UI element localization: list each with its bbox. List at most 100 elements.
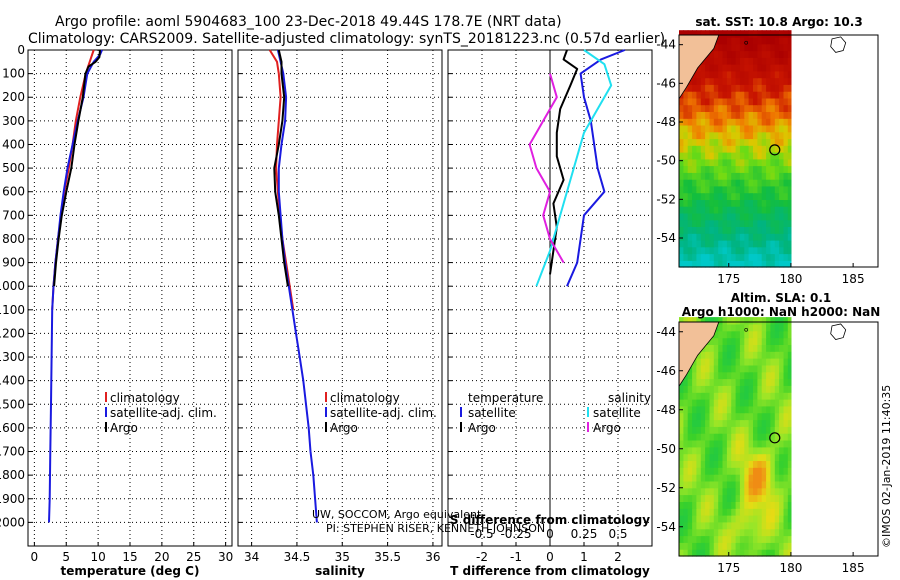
map-cell [757, 219, 763, 227]
map-cell [761, 501, 767, 509]
map-cell [753, 317, 758, 325]
map-cell [709, 474, 715, 482]
map-cell [748, 399, 754, 407]
map-cell [770, 77, 776, 85]
map-cell [774, 145, 780, 153]
map-cell [722, 405, 728, 414]
map-cell [774, 226, 780, 234]
map-cell [700, 549, 706, 557]
map-cell [766, 152, 772, 160]
map-cell [783, 206, 789, 214]
map-cell [787, 226, 792, 234]
map-cell [713, 199, 719, 207]
map-cell [770, 30, 776, 38]
map-cell [722, 433, 728, 441]
map-cell [757, 515, 763, 523]
map-cell [753, 70, 758, 79]
map-cell [692, 426, 698, 434]
map-cell [705, 152, 711, 160]
map-cell [687, 219, 693, 227]
map-cell [744, 239, 750, 248]
map-cell [770, 199, 776, 207]
map-cell [774, 185, 780, 194]
x-tick-label: 20 [154, 550, 169, 564]
map-cell [766, 549, 772, 557]
map-y-tick-label: -54 [656, 231, 676, 245]
map-cell [770, 508, 776, 516]
map-cell [683, 419, 689, 427]
map-cell [753, 84, 758, 92]
map-cell [761, 185, 767, 194]
map-cell [679, 515, 684, 523]
map-cell [722, 440, 728, 448]
map-cell [779, 124, 785, 133]
map-cell [705, 378, 711, 386]
map-cell [757, 494, 763, 502]
map-cell [753, 460, 758, 468]
map-cell [774, 330, 780, 339]
map-cell [770, 446, 776, 455]
map-cell [679, 487, 684, 496]
map-cell [753, 385, 758, 393]
map-cell [748, 165, 754, 173]
x-tick-label: 36 [425, 550, 440, 564]
map-cell [783, 239, 789, 248]
island-outline [830, 323, 847, 340]
map-cell [687, 206, 693, 214]
map-cell [744, 412, 750, 421]
map-cell [731, 549, 737, 557]
map-cell [753, 50, 758, 58]
map-cell [761, 385, 767, 393]
map-cell [718, 97, 724, 106]
map-cell [774, 77, 780, 85]
map-cell [731, 446, 737, 455]
map-cell [709, 226, 715, 234]
map-cell [709, 145, 715, 153]
map-cell [705, 199, 711, 207]
map-cell [787, 446, 792, 455]
map-cell [713, 239, 719, 248]
map-cell [748, 535, 754, 543]
map-cell [731, 111, 737, 119]
map-cell [692, 467, 698, 475]
map-cell [687, 145, 693, 153]
map-y-tick-label: -46 [656, 76, 676, 90]
map-cell [748, 57, 754, 65]
y-tick-label: 1500 [0, 397, 25, 411]
map-cell [770, 542, 776, 550]
map-cell [787, 337, 792, 345]
map-cell [696, 351, 702, 359]
map-cell [735, 480, 741, 489]
map-cell [739, 521, 745, 530]
map-cell [705, 433, 711, 441]
map-cell [761, 337, 767, 345]
map-cell [739, 501, 745, 509]
map-cell [705, 77, 711, 85]
map-cell [735, 433, 741, 441]
map-cell [709, 453, 715, 461]
map-cell [735, 158, 741, 167]
map-cell [679, 206, 684, 214]
map-cell [731, 70, 737, 79]
map-x-tick-label: 180 [779, 561, 802, 575]
map-cell [766, 508, 772, 516]
map-cell [705, 358, 711, 366]
map-cell [735, 392, 741, 400]
map-cell [718, 405, 724, 414]
map-cell [774, 104, 780, 112]
map-cell [779, 91, 785, 99]
map-cell [783, 219, 789, 227]
map-cell [722, 467, 728, 475]
map-cell [787, 50, 792, 58]
map-cell [770, 337, 776, 345]
map-cell [770, 535, 776, 543]
map-cell [757, 152, 763, 160]
map-cell [696, 165, 702, 173]
map-cell [748, 138, 754, 146]
map-cell [779, 474, 785, 482]
map-cell [753, 392, 758, 400]
map-cell [766, 528, 772, 537]
map-cell [726, 50, 732, 58]
map-cell [757, 70, 763, 79]
map-cell [683, 239, 689, 248]
